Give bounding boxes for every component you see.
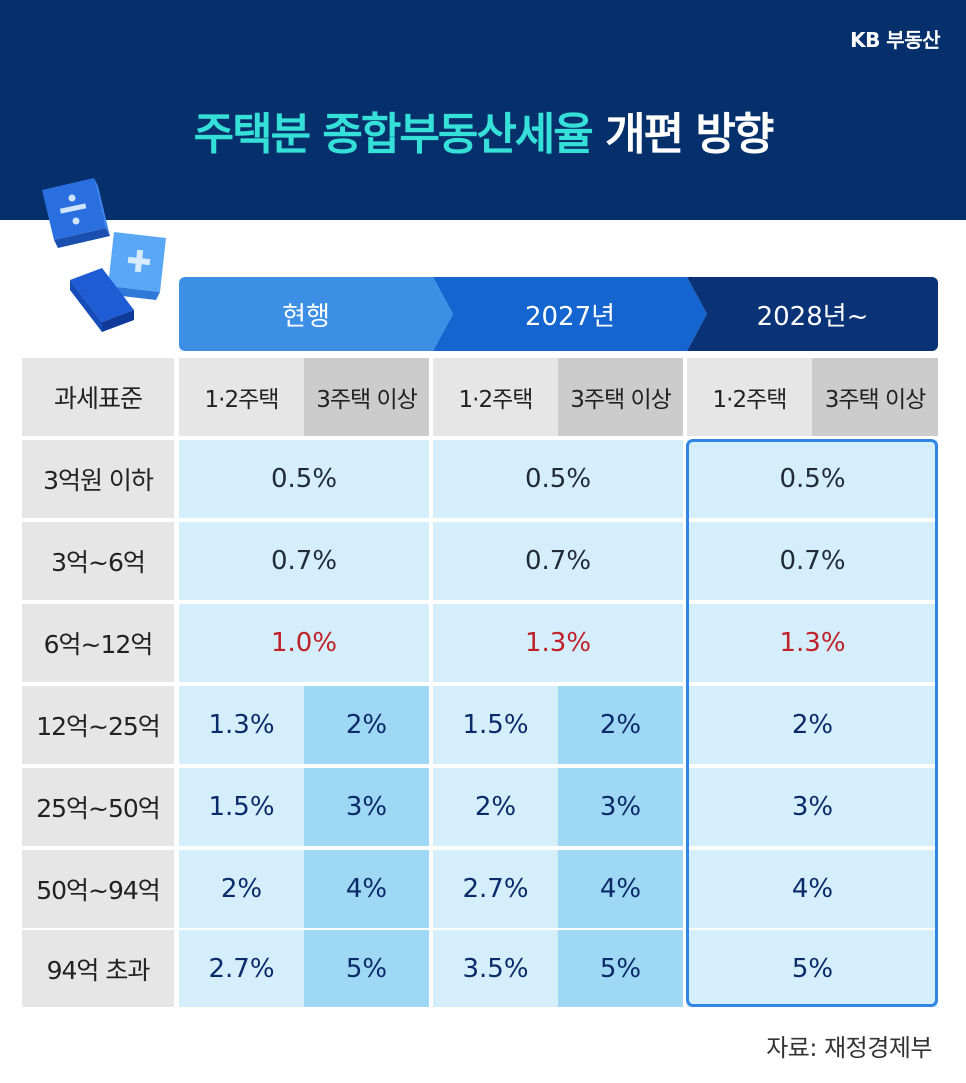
brand-logo-text: KB 부동산 [850,28,940,52]
rate-2027: 0.5% [433,440,683,518]
page-title: 주택분 종합부동산세율 개편 방향 [0,98,966,162]
subheader-current-1-2-homes: 1·2주택 [179,358,304,436]
rate-2028: 4% [687,850,938,928]
rate-2028: 2% [687,686,938,764]
row-label: 3억~6억 [22,522,174,600]
row-label: 94억 초과 [22,930,174,1007]
subheader-2027-1-2-homes: 1·2주택 [433,358,558,436]
rate-2028: 0.5% [687,440,938,518]
row-label: 50억~94억 [22,850,174,928]
row-label: 3억원 이하 [22,440,174,518]
rate-2027-1-2-homes: 1.5% [433,686,558,764]
rate-current-highlighted: 1.0% [179,604,429,682]
rate-2028: 3% [687,768,938,846]
header-banner: KB 부동산 주택분 종합부동산세율 개편 방향 [0,0,966,220]
rate-current: 0.5% [179,440,429,518]
row-label: 6억~12억 [22,604,174,682]
row-label: 25억~50억 [22,768,174,846]
rate-current-3plus-homes: 2% [304,686,429,764]
column-header-2028: 2028년~ [687,277,938,351]
subheader-current-3plus-homes: 3주택 이상 [304,358,429,436]
divide-cube-icon [42,178,110,248]
rate-2027-3plus-homes: 4% [558,850,683,928]
rate-2027: 0.7% [433,522,683,600]
rate-2027-1-2-homes: 2% [433,768,558,846]
column-header-2027: 2027년 [433,277,707,351]
column-header-current: 현행 [179,277,453,351]
subheader-2028-3plus-homes: 3주택 이상 [812,358,938,436]
rate-current: 0.7% [179,522,429,600]
rate-2028: 5% [687,930,938,1007]
rate-current-1-2-homes: 1.3% [179,686,304,764]
title-rest: 개편 방향 [605,109,774,160]
rate-current-3plus-homes: 3% [304,768,429,846]
source-note: 자료: 재정경제부 [766,1034,932,1062]
rate-2027-1-2-homes: 3.5% [433,930,558,1007]
row-label: 12억~25억 [22,686,174,764]
rate-2028-highlighted: 1.3% [687,604,938,682]
rate-current-1-2-homes: 2.7% [179,930,304,1007]
minus-cube-icon [70,268,134,332]
rate-2027-3plus-homes: 5% [558,930,683,1007]
row-header-tax-base: 과세표준 [22,358,174,436]
rate-current-3plus-homes: 5% [304,930,429,1007]
math-cubes-icon [42,178,166,332]
rate-current-3plus-homes: 4% [304,850,429,928]
subheader-2027-3plus-homes: 3주택 이상 [558,358,683,436]
rate-current-1-2-homes: 1.5% [179,768,304,846]
rate-2027-3plus-homes: 3% [558,768,683,846]
title-highlight: 주택분 종합부동산세율 [193,109,594,160]
subheader-2028-1-2-homes: 1·2주택 [687,358,812,436]
rate-2027-3plus-homes: 2% [558,686,683,764]
rate-2027-highlighted: 1.3% [433,604,683,682]
rate-2027-1-2-homes: 2.7% [433,850,558,928]
rate-2028: 0.7% [687,522,938,600]
rate-current-1-2-homes: 2% [179,850,304,928]
